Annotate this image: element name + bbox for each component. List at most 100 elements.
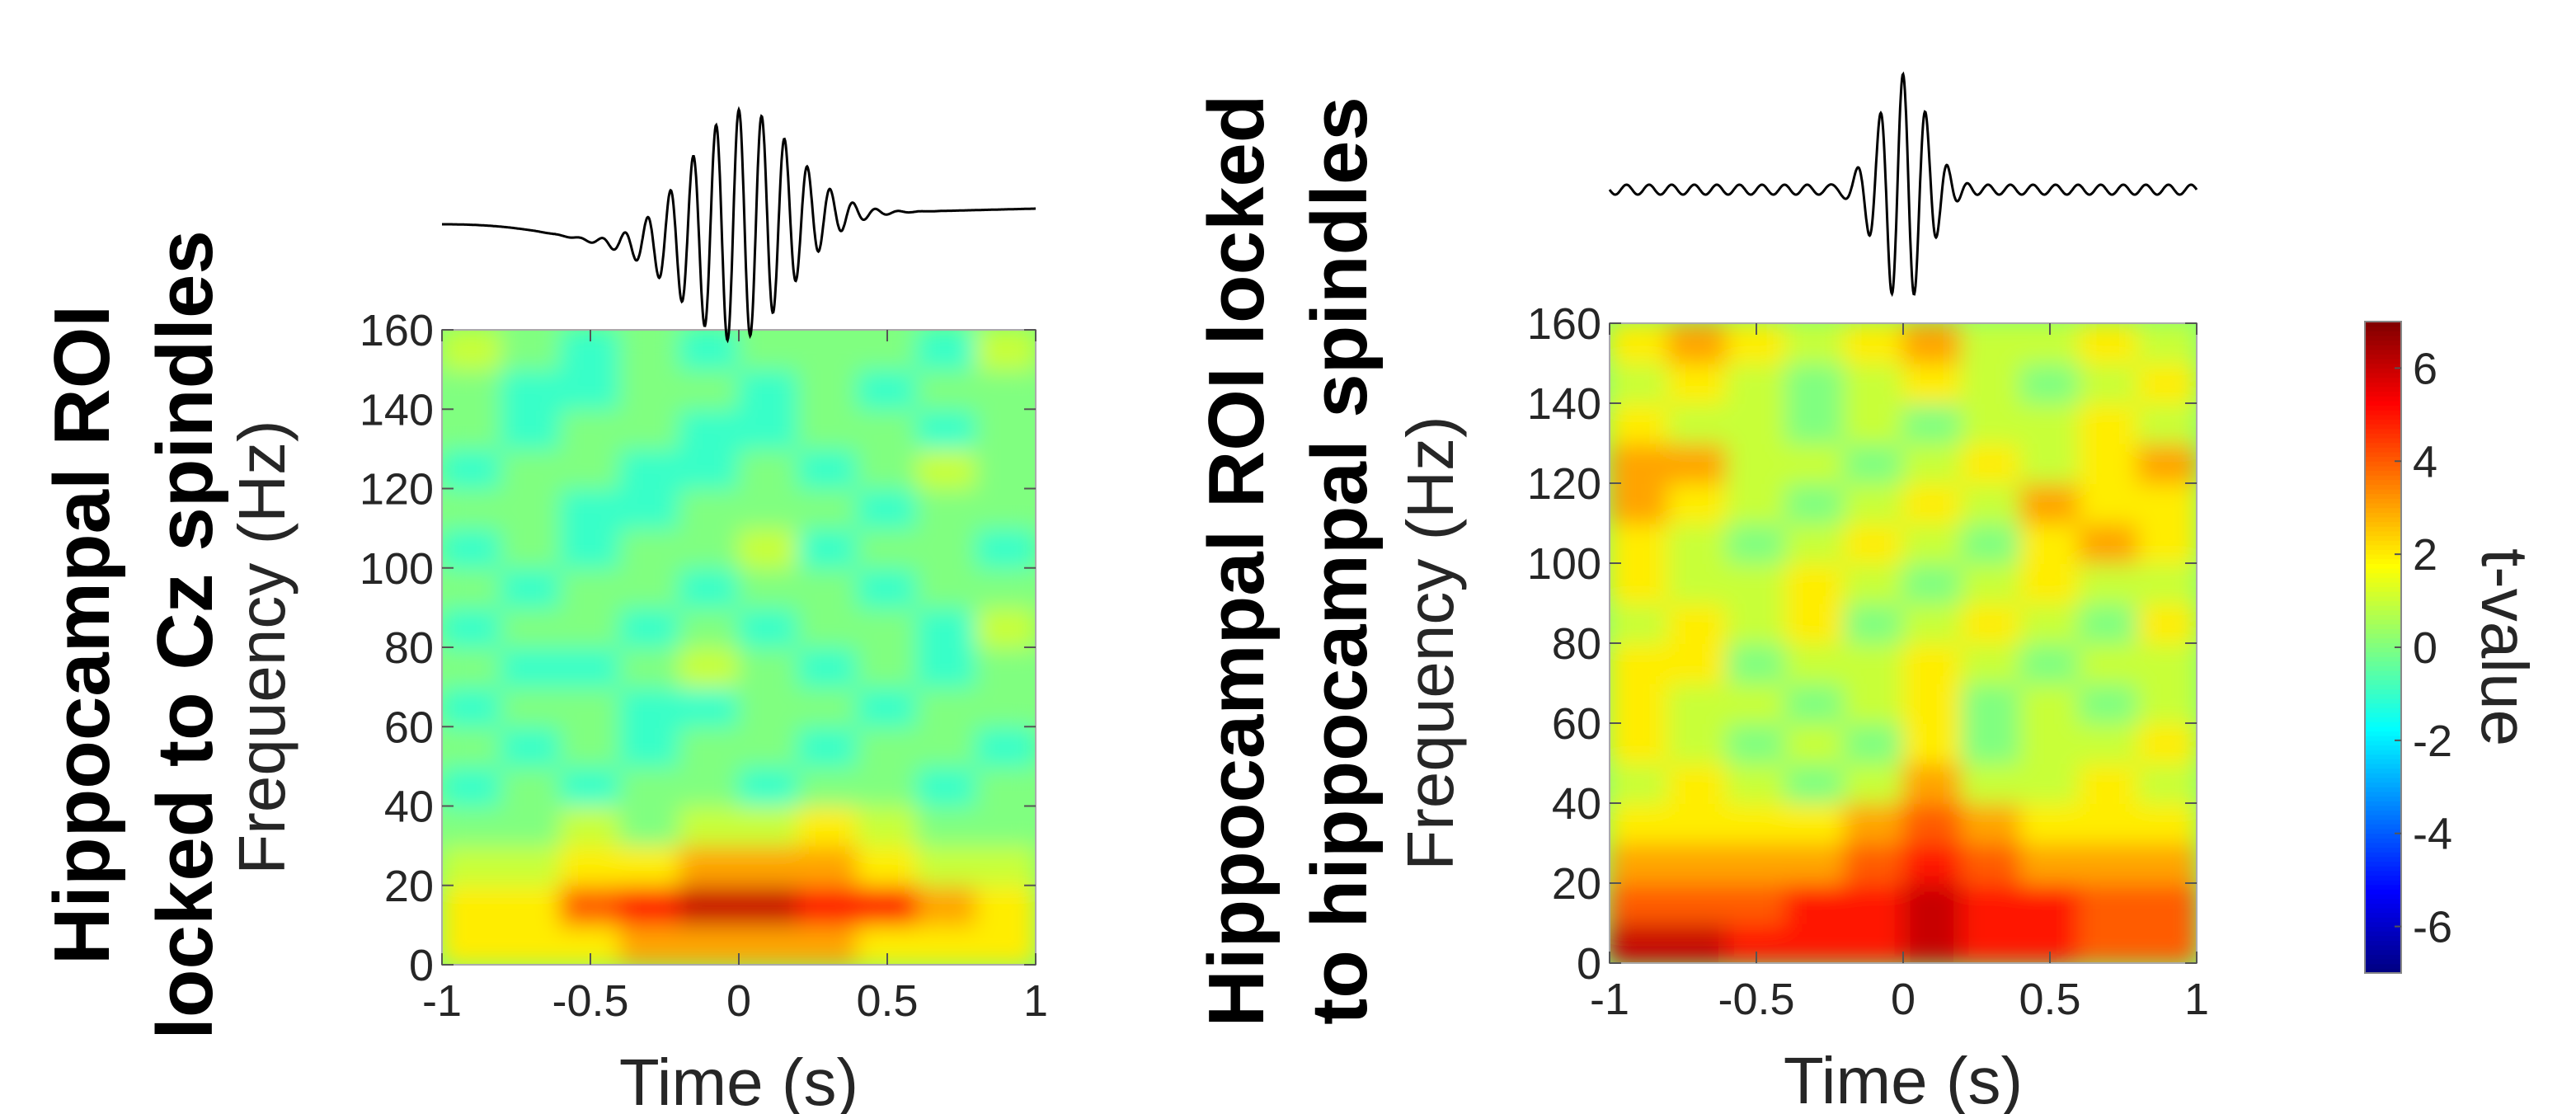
heatmap-cell	[1784, 522, 1845, 564]
y-tick-label: 140	[1527, 379, 1601, 429]
colorbar-segment	[2365, 912, 2401, 918]
heatmap-cell	[619, 844, 680, 886]
heatmap-cell	[2019, 602, 2080, 644]
colorbar-segment	[2365, 823, 2401, 830]
heatmap-cell	[975, 924, 1036, 965]
colorbar-segment	[2365, 354, 2401, 360]
heatmap-cell	[1784, 882, 1845, 924]
heatmap-cell	[2078, 402, 2139, 444]
heatmap-cell	[442, 884, 502, 926]
y-tick-label: 80	[1552, 619, 1601, 669]
colorbar-tick-label: -4	[2413, 810, 2452, 859]
heatmap-cell	[2019, 522, 2080, 564]
heatmap-cell	[857, 566, 918, 609]
heatmap-cell	[738, 448, 799, 490]
y-axis-label: Frequency (Hz)	[225, 420, 298, 874]
colorbar-segment	[2365, 707, 2401, 713]
heatmap-cell	[857, 369, 918, 411]
heatmap-cell	[797, 566, 858, 609]
heatmap-cell	[501, 884, 562, 926]
heatmap-cell	[1784, 482, 1845, 524]
colorbar-segment	[2365, 395, 2401, 402]
colorbar-segment	[2365, 782, 2401, 787]
y-tick-label: 40	[384, 783, 434, 832]
heatmap-cell	[501, 330, 562, 371]
panel-title: Hippocampal ROI	[38, 305, 126, 965]
heatmap-cell	[679, 408, 740, 450]
heatmap-cell	[1843, 762, 1904, 804]
colorbar-segment	[2365, 749, 2401, 755]
heatmap-cell	[797, 606, 858, 648]
heatmap-cell	[738, 369, 799, 411]
colorbar-segment	[2365, 679, 2401, 685]
colorbar-segment	[2365, 576, 2401, 583]
heatmap-cell	[1843, 802, 1904, 844]
heatmap-cell	[619, 408, 680, 450]
heatmap-cell	[442, 527, 502, 569]
heatmap-cell	[2078, 562, 2139, 604]
x-tick-label: 1	[1023, 976, 1048, 1026]
heatmap-cell	[1784, 602, 1845, 644]
colorbar-segment	[2365, 898, 2401, 904]
heatmap-cell	[619, 487, 680, 529]
heatmap-cell	[916, 844, 977, 886]
heatmap-cell	[2078, 442, 2139, 484]
heatmap-cell	[916, 566, 977, 609]
heatmap-cell	[1843, 922, 1904, 963]
y-axis-label: Frequency (Hz)	[1394, 416, 1467, 870]
heatmap-cell	[619, 805, 680, 847]
heatmap-cell	[501, 369, 562, 411]
heatmap-cell	[1961, 722, 2022, 764]
heatmap-cell	[442, 686, 502, 728]
colorbar-segment	[2365, 660, 2401, 667]
heatmap-cell	[1784, 842, 1845, 884]
heatmap-cell	[442, 844, 502, 886]
colorbar-segment	[2365, 456, 2401, 462]
heatmap-cell	[1784, 682, 1845, 724]
colorbar-segment	[2365, 837, 2401, 844]
colorbar-segment	[2365, 786, 2401, 792]
heatmap-cell	[2136, 323, 2197, 364]
colorbar-segment	[2365, 646, 2401, 653]
heatmap-cell	[2019, 762, 2080, 804]
heatmap-cell	[797, 646, 858, 689]
heatmap-cell	[442, 566, 502, 609]
heatmap-cell	[857, 686, 918, 728]
heatmap-cell	[560, 646, 621, 689]
colorbar-segment	[2365, 949, 2401, 955]
colorbar-segment	[2365, 539, 2401, 546]
heatmap-cell	[1726, 682, 1787, 724]
colorbar-segment	[2365, 553, 2401, 560]
heatmap-cell	[1843, 722, 1904, 764]
heatmap-cell	[975, 369, 1036, 411]
heatmap-cell	[1843, 882, 1904, 924]
colorbar-segment	[2365, 805, 2401, 811]
heatmap-cell	[560, 487, 621, 529]
heatmap-cell	[1961, 682, 2022, 724]
heatmap-cell	[738, 884, 799, 926]
heatmap-cell	[1610, 722, 1670, 764]
heatmap-cells	[442, 330, 1036, 965]
heatmap-cell	[1902, 642, 1963, 684]
heatmap-cell	[975, 765, 1036, 807]
colorbar-segment	[2365, 800, 2401, 806]
heatmap-cell	[916, 448, 977, 490]
colorbar-segment	[2365, 745, 2401, 750]
heatmap-cell	[1902, 602, 1963, 644]
heatmap-cell	[1902, 682, 1963, 724]
colorbar-segment	[2365, 675, 2401, 680]
colorbar-segment	[2365, 726, 2401, 732]
colorbar-segment	[2365, 451, 2401, 458]
heatmap-cell	[1784, 442, 1845, 484]
heatmap-cell	[501, 765, 562, 807]
heatmap-cell	[2136, 442, 2197, 484]
heatmap-cell	[2078, 602, 2139, 644]
heatmap-cell	[560, 884, 621, 926]
heatmap-cell	[442, 330, 502, 371]
heatmap-cell	[975, 330, 1036, 371]
heatmap-cell	[1667, 722, 1728, 764]
colorbar-segment	[2365, 446, 2401, 453]
heatmap-cell	[1667, 482, 1728, 524]
heatmap-cell	[738, 487, 799, 529]
heatmap-cell	[797, 884, 858, 926]
